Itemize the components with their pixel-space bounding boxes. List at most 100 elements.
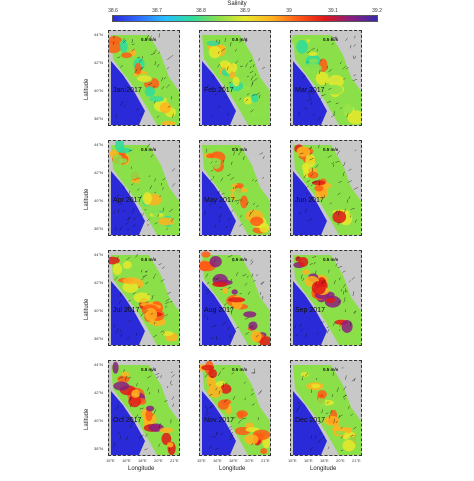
current-vector-arrow [315, 420, 318, 422]
current-vector-arrow [318, 421, 322, 424]
current-vector-arrow [331, 42, 334, 46]
salinity-patch [303, 63, 322, 74]
current-vector-arrow [301, 377, 303, 381]
current-vector-arrow [354, 35, 356, 39]
salinity-patch [343, 427, 353, 434]
current-vector-arrow [124, 85, 127, 87]
current-vector-arrow [205, 291, 210, 295]
current-vector-arrow [126, 229, 130, 231]
current-vector-arrow [123, 369, 125, 373]
colorbar-tick-label: 39.2 [372, 8, 382, 14]
current-vector-arrow [162, 187, 164, 190]
latitude-tick-label: 38°N [94, 446, 103, 451]
current-vector-arrow [305, 185, 309, 189]
current-vector-arrow [218, 390, 221, 395]
current-vector-arrow [331, 394, 333, 398]
current-vector-arrow [145, 281, 149, 285]
current-vector-arrow [128, 149, 133, 152]
current-vector-arrow [340, 426, 343, 429]
current-vector-arrow [166, 84, 171, 88]
current-vector-arrow [343, 77, 346, 81]
current-vector-arrow [243, 381, 246, 384]
current-vector-arrow [302, 278, 304, 281]
current-vector-arrow [215, 387, 218, 391]
current-vector-arrow [207, 282, 209, 285]
current-vector-arrow [310, 184, 313, 186]
current-vector-arrow [340, 61, 342, 65]
current-vector-arrow [131, 43, 135, 45]
latitude-tick-label: 44°N [94, 362, 103, 367]
current-vector-arrow [166, 67, 170, 70]
current-vector-arrow [331, 162, 335, 164]
current-vector-arrow [163, 76, 167, 80]
salinity-patch [212, 281, 228, 287]
current-vector-arrow [153, 334, 158, 338]
panel-month-label: Feb 2017 [204, 87, 234, 94]
current-vector-arrow [340, 107, 343, 110]
current-vector-arrow [339, 277, 341, 281]
current-vector-arrow [217, 190, 221, 193]
salinity-patch [342, 434, 349, 440]
current-vector-arrow [306, 61, 309, 63]
reference-vector-label: 0.5 m/s [323, 367, 339, 372]
current-vector-arrow [350, 207, 355, 210]
current-vector-arrow [209, 394, 213, 396]
longitude-tick-label: 15°E [288, 458, 297, 463]
salinity-patch [131, 389, 140, 398]
current-vector-arrow [343, 161, 346, 167]
salinity-patch [341, 319, 353, 333]
latitude-tick-label: 44°N [94, 252, 103, 257]
current-vector-arrow [154, 191, 157, 194]
current-vector-arrow [345, 37, 348, 42]
current-vector-arrow [128, 377, 132, 379]
current-vector-arrow [136, 188, 140, 191]
salinity-map-panel: 0.5 m/s Jul 2017 [108, 250, 180, 346]
current-vector-arrow [348, 168, 352, 171]
current-vector-arrow [162, 331, 165, 335]
current-vector-arrow [209, 406, 212, 409]
latitude-tick-label: 40°N [94, 198, 103, 203]
salinity-patch [161, 331, 174, 336]
current-vector-arrow [321, 409, 323, 414]
current-vector-arrow [310, 146, 313, 150]
current-vector-arrow [162, 207, 165, 212]
current-vector-arrow [167, 105, 171, 108]
current-vector-arrow [258, 58, 260, 61]
current-vector-arrow [353, 378, 356, 382]
current-vector-arrow [208, 445, 212, 449]
x-axis-label: Longitude [310, 466, 337, 472]
current-vector-arrow [130, 423, 132, 428]
current-vector-arrow [309, 152, 312, 156]
current-vector-arrow [310, 435, 312, 439]
current-vector-arrow [297, 401, 300, 405]
current-vector-arrow [149, 35, 153, 39]
colorbar-tick-label: 39 [286, 8, 292, 14]
salinity-map-panel: 0.5 m/s Aug 2017 [199, 250, 271, 346]
current-vector-arrow [344, 208, 346, 214]
current-vector-arrow [306, 180, 310, 183]
current-vector-arrow [160, 375, 162, 378]
current-vector-arrow [246, 275, 249, 278]
current-vector-arrow [125, 375, 127, 381]
y-axis-label: Latitude [84, 408, 90, 430]
longitude-tick-label: 15°E [197, 458, 206, 463]
current-vector-arrow [226, 225, 228, 228]
current-vector-arrow [262, 155, 265, 160]
current-vector-arrow [221, 192, 225, 195]
current-vector-arrow [338, 181, 342, 183]
current-vector-arrow [317, 438, 322, 444]
current-vector-arrow [338, 210, 340, 216]
salinity-patch [302, 269, 310, 275]
colorbar-tick-label: 39.1 [328, 8, 338, 14]
salinity-patch [201, 364, 215, 371]
current-vector-arrow [234, 60, 239, 64]
current-vector-arrow [218, 371, 221, 377]
current-vector-arrow [138, 59, 143, 63]
current-vector-arrow [309, 157, 314, 161]
salinity-patch [201, 251, 211, 258]
current-vector-arrow [341, 366, 344, 369]
current-vector-arrow [125, 222, 130, 225]
salinity-patch [115, 141, 125, 152]
current-vector-arrow [229, 426, 232, 428]
reference-vector-label: 0.5 m/s [323, 257, 339, 262]
